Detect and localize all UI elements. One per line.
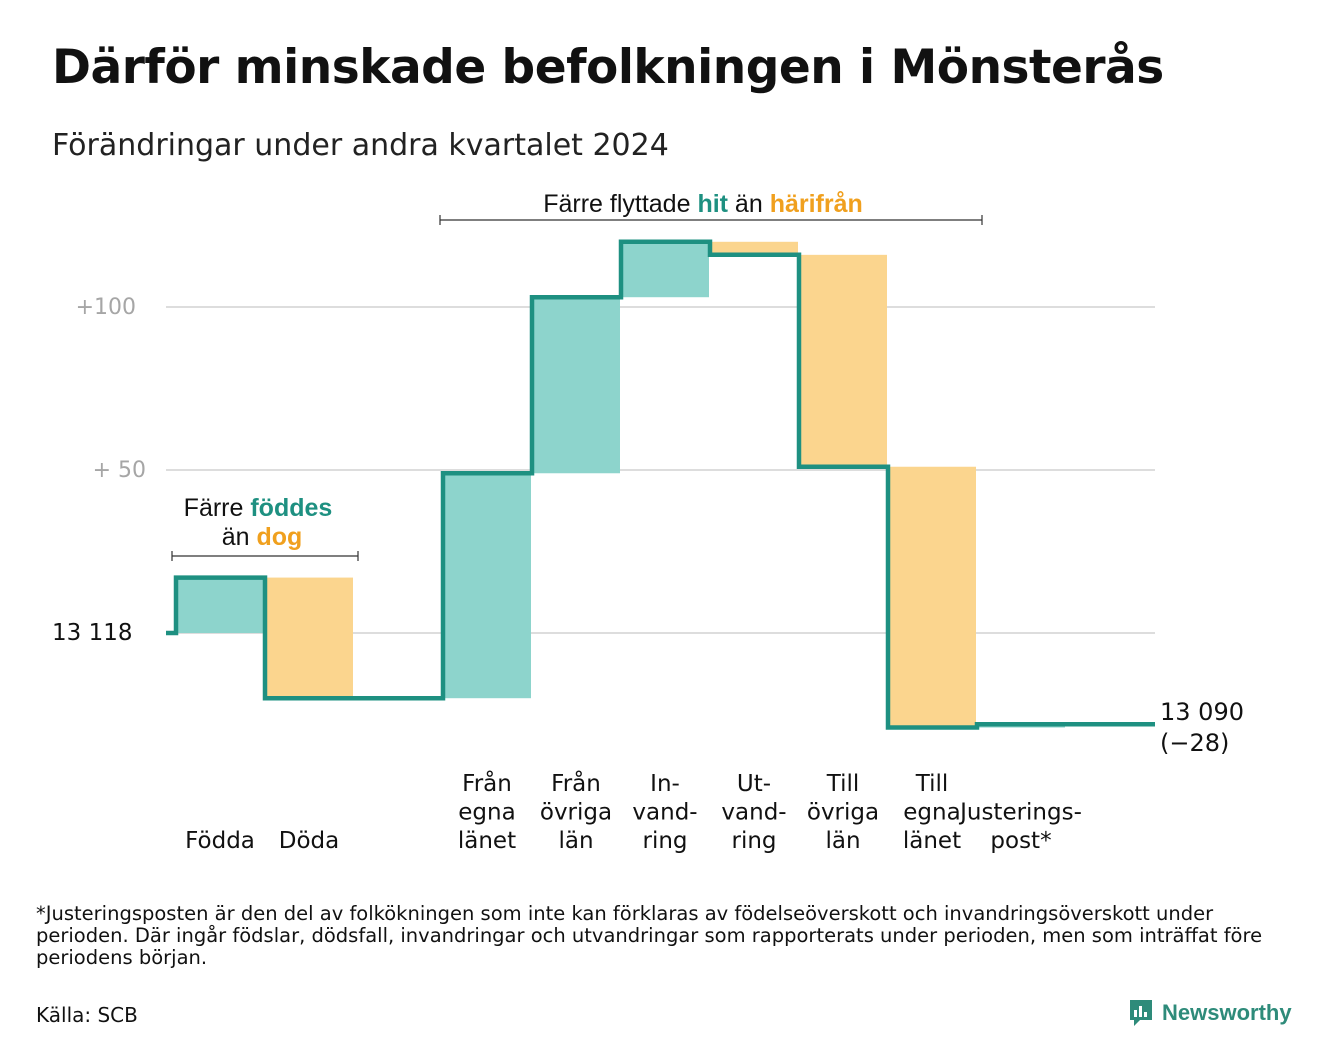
x-tick-label: övriga xyxy=(807,800,879,826)
x-tick-label: län xyxy=(558,828,593,854)
x-axis-labels: Födda DödaFrånegnalänetFrånövrigalänIn-va… xyxy=(185,769,1082,854)
annotation-highlight-positive: hit xyxy=(697,190,728,218)
bar-increase xyxy=(443,473,531,699)
annotation-text: än xyxy=(728,190,770,218)
x-tick-label: vand- xyxy=(721,800,786,826)
brand-logo[interactable]: Newsworthy xyxy=(1128,998,1292,1028)
waterfall-chart: +100 + 50 13 118 Födda DödaFrånegnalänetF… xyxy=(52,190,1244,854)
end-value-labels: 13 090 (−28) xyxy=(1160,698,1244,757)
x-tick-label: länet xyxy=(458,828,516,854)
bars xyxy=(176,241,1065,728)
annotation-text: Färre flyttade xyxy=(543,190,697,218)
x-tick-label: ring xyxy=(642,828,687,854)
x-tick-label: ring xyxy=(731,828,776,854)
x-tick-label: egna xyxy=(903,800,960,826)
x-tick-label: länet xyxy=(903,828,961,854)
annotation-text: än xyxy=(222,523,257,551)
footnote: *Justeringsposten är den del av folkökni… xyxy=(36,902,1263,969)
x-tick-label: post* xyxy=(990,828,1051,854)
annotation-line-1: Färre föddes xyxy=(184,494,333,522)
x-tick-label: Födda xyxy=(185,828,255,854)
chart-subtitle: Förändringar under andra kvartalet 2024 xyxy=(52,128,669,163)
x-tick-label: län xyxy=(825,828,860,854)
annotation-births-deaths: Färre föddes än dog xyxy=(171,494,359,561)
annotation-migration: Färre flyttade hit än härifrån xyxy=(439,190,983,225)
x-tick-label: Från xyxy=(551,769,601,797)
x-tick-label: övriga xyxy=(540,800,612,826)
population-step-line xyxy=(166,239,1155,730)
bar-increase xyxy=(621,241,709,298)
x-tick-label: vand- xyxy=(632,800,697,826)
x-tick-label: Justerings- xyxy=(958,800,1082,826)
annotation-highlight-positive: föddes xyxy=(250,494,332,522)
brand-name: Newsworthy xyxy=(1162,1000,1292,1025)
x-tick-label: Till xyxy=(915,771,949,797)
bar-decrease xyxy=(799,254,887,467)
step-line xyxy=(166,239,1155,730)
bar-increase xyxy=(532,297,620,474)
end-change-label: (−28) xyxy=(1160,729,1229,757)
end-value-label: 13 090 xyxy=(1160,698,1244,726)
x-tick-label: In- xyxy=(650,771,680,797)
ytick-label: + 50 xyxy=(93,458,146,483)
annotation-text: Färre xyxy=(184,494,251,522)
bar-decrease xyxy=(888,466,976,728)
source-credit: Källa: SCB xyxy=(36,1003,138,1027)
annotation-line-1: Färre flyttade hit än härifrån xyxy=(543,190,863,218)
baseline-label: 13 118 xyxy=(52,620,132,646)
bar-decrease xyxy=(710,241,798,255)
x-tick-label: Från xyxy=(462,769,512,797)
newsworthy-logo-icon xyxy=(1130,1000,1152,1026)
x-tick-label: Döda xyxy=(279,828,339,854)
x-tick-label: egna xyxy=(458,800,515,826)
annotation-highlight-negative: härifrån xyxy=(770,190,863,218)
bar-decrease xyxy=(265,577,353,699)
x-tick-label: Till xyxy=(826,771,860,797)
chart-title: Därför minskade befolkningen i Mönsterås xyxy=(52,40,1164,95)
annotation-highlight-negative: dog xyxy=(256,523,302,551)
bar-increase xyxy=(176,577,264,633)
x-tick-label: Ut- xyxy=(737,771,771,797)
y-axis: +100 + 50 13 118 xyxy=(52,295,146,646)
ytick-label: +100 xyxy=(76,295,136,320)
annotation-line-2: än dog xyxy=(222,523,303,551)
